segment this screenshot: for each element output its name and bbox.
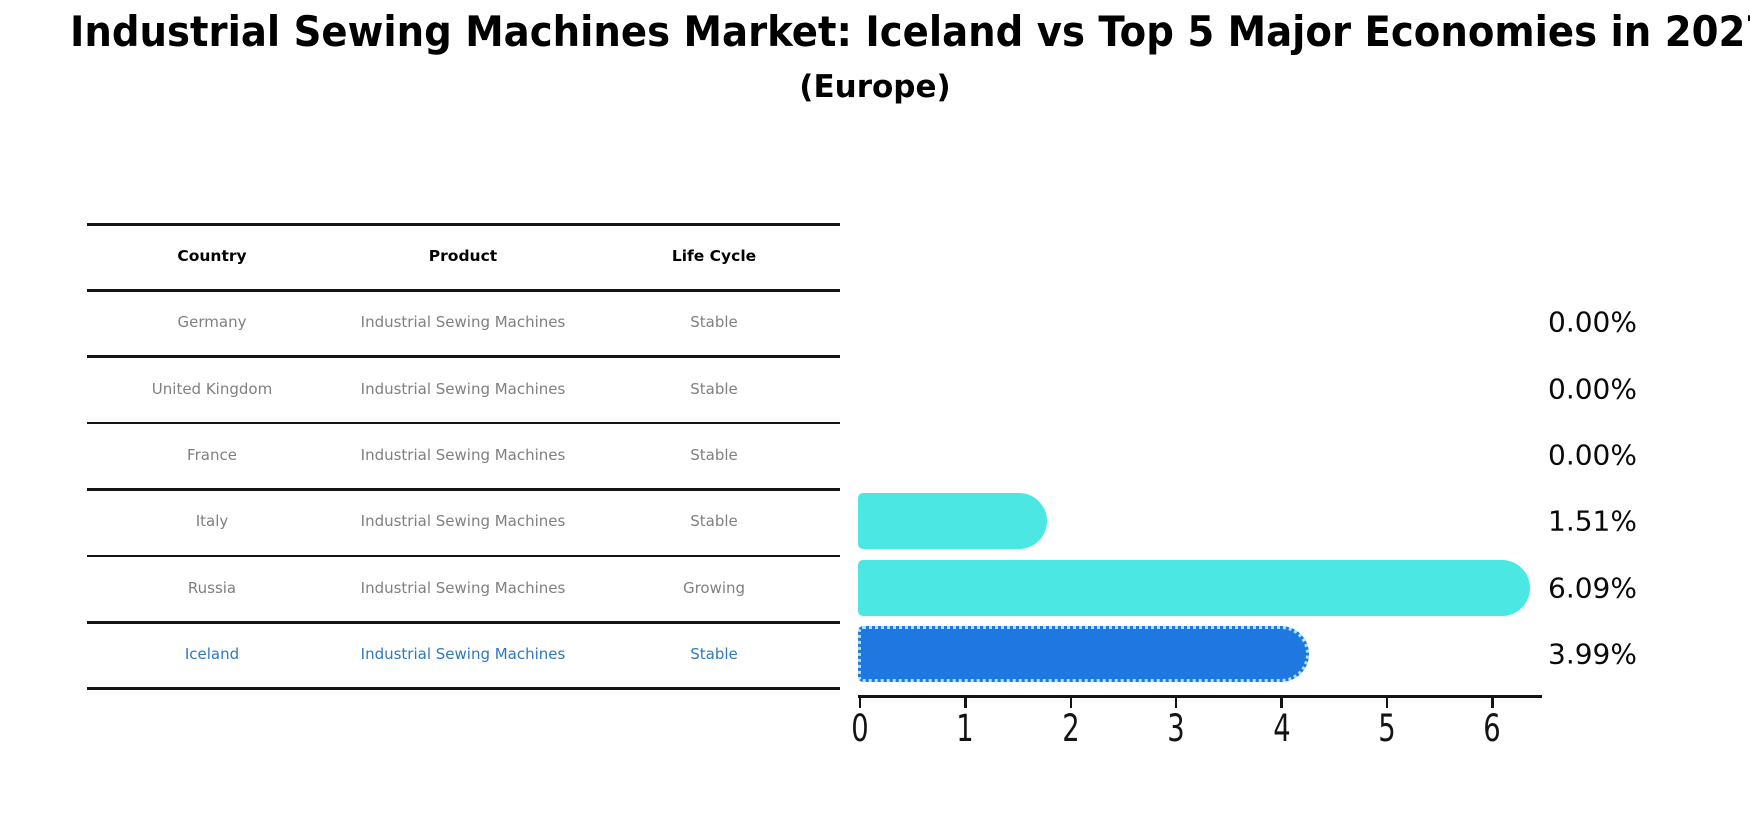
- chart-title: Industrial Sewing Machines Market: Icela…: [70, 7, 1750, 56]
- table-rule: [87, 621, 840, 624]
- x-tick-label-2: 2: [1062, 707, 1080, 750]
- x-tick-label-4: 4: [1272, 707, 1291, 750]
- table-cell-product-united-kingdom: Industrial Sewing Machines: [360, 379, 566, 398]
- x-tick-mark-2: [1069, 697, 1073, 708]
- chart-subtitle: (Europe): [799, 69, 951, 105]
- bar-iceland: [858, 626, 1309, 683]
- table-rule: [87, 223, 840, 226]
- x-tick-mark-4: [1280, 697, 1283, 708]
- table-cell-lifecycle-iceland: Stable: [690, 645, 738, 664]
- table-cell-lifecycle-germany: Stable: [690, 313, 738, 332]
- bar-russia: [858, 559, 1530, 616]
- column-header-lifecycle: Life Cycle: [671, 247, 757, 265]
- x-tick-mark-0: [858, 697, 862, 708]
- table-rule: [87, 488, 840, 491]
- value-label-germany: 0.00%: [1548, 305, 1637, 339]
- x-tick-mark-1: [964, 697, 967, 708]
- x-tick-mark-3: [1174, 697, 1178, 708]
- value-label-italy: 1.51%: [1548, 504, 1637, 538]
- x-tick-label-5: 5: [1378, 707, 1396, 750]
- table-rule: [87, 421, 840, 425]
- x-axis: [858, 695, 1542, 698]
- x-tick-label-6: 6: [1483, 707, 1502, 750]
- column-header-product: Product: [428, 247, 498, 265]
- table-cell-product-italy: Industrial Sewing Machines: [360, 512, 566, 531]
- table-cell-country-italy: Italy: [195, 512, 229, 531]
- table-rule: [87, 355, 840, 358]
- table-cell-country-iceland: Iceland: [184, 645, 240, 664]
- bar-italy: [858, 493, 1048, 550]
- x-tick-mark-6: [1491, 697, 1494, 708]
- table-cell-product-germany: Industrial Sewing Machines: [360, 313, 566, 332]
- value-label-united-kingdom: 0.00%: [1548, 372, 1637, 406]
- table-cell-country-united-kingdom: United Kingdom: [151, 379, 273, 398]
- table-rule: [87, 554, 840, 558]
- table-cell-country-germany: Germany: [177, 313, 247, 332]
- table-rule: [87, 687, 840, 690]
- x-tick-label-3: 3: [1167, 707, 1185, 750]
- column-header-country: Country: [177, 247, 247, 265]
- table-cell-product-france: Industrial Sewing Machines: [360, 446, 566, 464]
- table-rule: [87, 289, 840, 292]
- x-tick-mark-5: [1385, 697, 1389, 708]
- value-label-russia: 6.09%: [1548, 571, 1637, 605]
- table-cell-lifecycle-russia: Growing: [682, 578, 746, 597]
- table-cell-lifecycle-france: Stable: [690, 446, 738, 464]
- x-tick-label-0: 0: [851, 707, 869, 750]
- value-label-france: 0.00%: [1548, 438, 1637, 472]
- table-cell-lifecycle-italy: Stable: [690, 512, 738, 531]
- x-tick-label-1: 1: [956, 707, 975, 750]
- table-cell-country-france: France: [187, 446, 237, 464]
- table-cell-country-russia: Russia: [187, 578, 237, 597]
- value-label-iceland: 3.99%: [1548, 637, 1637, 671]
- table-cell-lifecycle-united-kingdom: Stable: [690, 379, 738, 398]
- table-cell-product-iceland: Industrial Sewing Machines: [360, 645, 566, 664]
- table-cell-product-russia: Industrial Sewing Machines: [360, 578, 566, 597]
